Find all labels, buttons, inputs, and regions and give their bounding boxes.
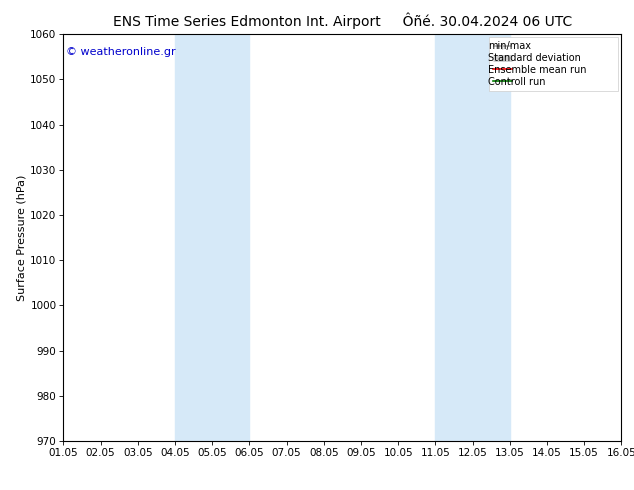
Y-axis label: Surface Pressure (hPa): Surface Pressure (hPa) [16,174,26,301]
Legend: min/max, Standard deviation, Ensemble mean run, Controll run: min/max, Standard deviation, Ensemble me… [489,37,618,91]
Bar [436,34,510,441]
Text: © weatheronline.gr: © weatheronline.gr [66,47,176,56]
Bar [175,34,249,441]
Title: ENS Time Series Edmonton Int. Airport     Ôñé. 30.04.2024 06 UTC: ENS Time Series Edmonton Int. Airport Ôñ… [113,12,572,29]
